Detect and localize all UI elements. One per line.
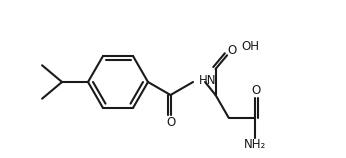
Text: O: O [251, 84, 260, 97]
Text: OH: OH [242, 40, 260, 54]
Text: O: O [166, 115, 175, 128]
Text: NH₂: NH₂ [244, 138, 266, 151]
Text: HN: HN [199, 75, 217, 88]
Text: O: O [228, 44, 237, 57]
